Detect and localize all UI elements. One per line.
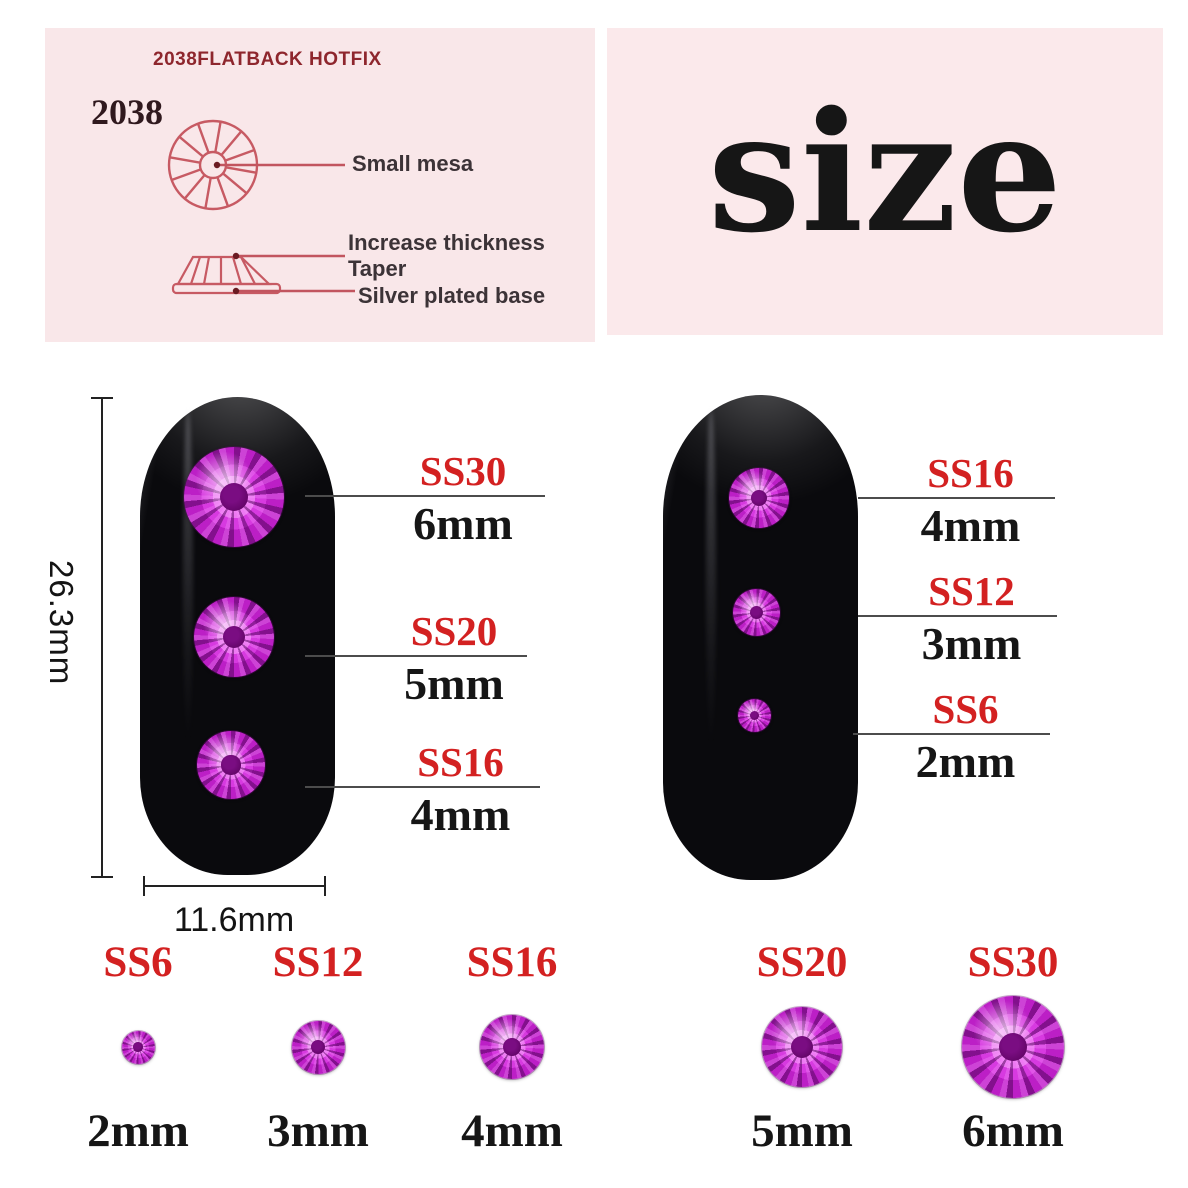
size-code: SS16 xyxy=(858,453,1055,499)
callout-ss12: SS12 3mm xyxy=(858,571,1057,667)
pointer-dot-base xyxy=(232,287,240,295)
rhinestone-ss16-on-nail xyxy=(197,731,265,799)
size-mm: 3mm xyxy=(267,1105,369,1157)
label-increase-thickness: Increase thickness xyxy=(348,230,545,255)
size-code: SS30 xyxy=(967,939,1059,986)
size-code: SS30 xyxy=(305,451,545,497)
side-view-profile-drawing xyxy=(171,255,282,295)
size-chart-item-ss6: SS6 2mm xyxy=(43,941,233,1155)
size-heading: size xyxy=(707,75,1063,269)
size-mm: 4mm xyxy=(410,789,511,840)
size-mm: 6mm xyxy=(962,1105,1064,1157)
label-small-mesa: Small mesa xyxy=(352,151,474,176)
size-code: SS16 xyxy=(305,742,540,788)
rhinestone-ss16 xyxy=(480,1015,544,1079)
size-code: SS16 xyxy=(466,939,558,986)
rhinestone-ss20 xyxy=(762,1007,842,1087)
rhinestone-ss30-on-nail xyxy=(184,447,284,547)
label-silver-plated-base: Silver plated base xyxy=(358,283,546,308)
size-mm: 4mm xyxy=(461,1105,563,1157)
size-code: SS12 xyxy=(858,571,1057,617)
width-dimension-line xyxy=(143,876,326,896)
height-dimension-line xyxy=(91,397,113,878)
rhinestone-ss20-on-nail xyxy=(194,597,274,677)
size-code: SS20 xyxy=(305,611,527,657)
rhinestone-ss16-on-nail-2 xyxy=(729,468,789,528)
size-code: SS6 xyxy=(103,939,173,986)
callout-ss20: SS20 5mm xyxy=(305,611,527,707)
size-code: SS20 xyxy=(756,939,848,986)
size-mm: 4mm xyxy=(920,500,1021,551)
size-mm: 2mm xyxy=(915,736,1016,787)
size-chart-item-ss12: SS12 3mm xyxy=(223,941,413,1155)
rhinestone-ss30 xyxy=(962,996,1064,1098)
size-chart-item-ss30: SS30 6mm xyxy=(918,941,1108,1155)
rhinestone-ss6-on-nail xyxy=(738,699,771,732)
size-code: SS6 xyxy=(853,689,1050,735)
pointer-dot-small-mesa xyxy=(213,161,221,169)
product-code: 2038 xyxy=(91,92,163,132)
rhinestone-ss12-on-nail xyxy=(733,589,780,636)
size-chart-item-ss16: SS16 4mm xyxy=(417,941,607,1155)
nail-width-label: 11.6mm xyxy=(173,901,295,939)
rhinestone-ss6 xyxy=(121,1030,155,1064)
rhinestone-diagram xyxy=(167,119,355,295)
pointer-dot-thickness xyxy=(232,252,240,260)
size-mm: 2mm xyxy=(87,1105,189,1157)
product-title: 2038FLATBACK HOTFIX xyxy=(153,49,382,70)
size-chart-item-ss20: SS20 5mm xyxy=(707,941,897,1155)
callout-ss6: SS6 2mm xyxy=(853,689,1050,785)
size-mm: 5mm xyxy=(404,658,504,709)
size-mm: 5mm xyxy=(751,1105,853,1157)
rhinestone-ss12 xyxy=(291,1020,345,1074)
label-taper: Taper xyxy=(348,256,407,281)
callout-ss30: SS30 6mm xyxy=(305,451,545,547)
size-mm: 6mm xyxy=(413,498,513,549)
nail-height-label: 26.3mm xyxy=(43,560,80,686)
size-mm: 3mm xyxy=(921,618,1022,669)
size-code: SS12 xyxy=(272,939,364,986)
callout-ss16: SS16 4mm xyxy=(305,742,540,838)
callout-ss16-right: SS16 4mm xyxy=(858,453,1055,549)
spec-panel: 2038FLATBACK HOTFIX 2038 xyxy=(45,28,595,342)
size-panel: size xyxy=(607,28,1163,335)
